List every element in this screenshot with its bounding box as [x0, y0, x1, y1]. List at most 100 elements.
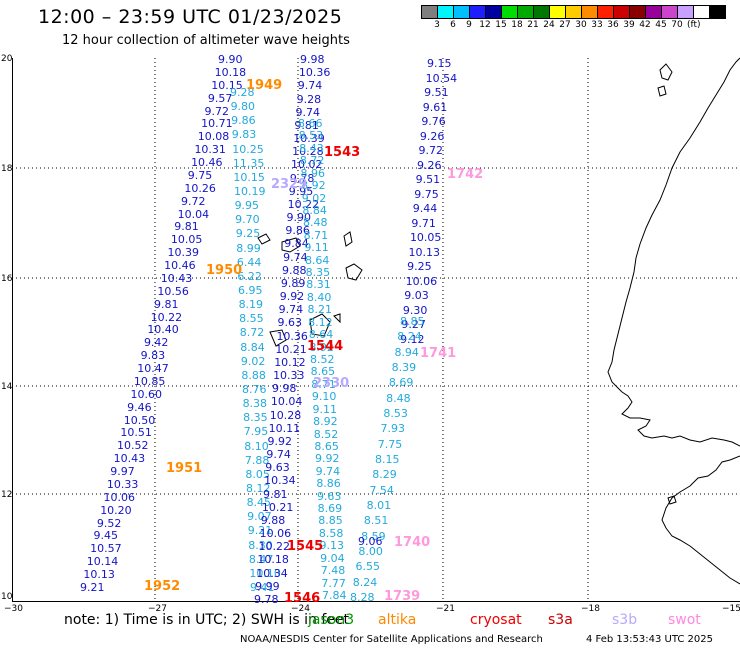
island-bijagos	[667, 495, 677, 505]
lat-tick-18: 18	[1, 164, 13, 174]
wave-height-value: 8.59	[361, 529, 386, 543]
wave-height-value: 8.85	[318, 514, 343, 528]
wave-height-value: 8.52	[313, 427, 339, 441]
legend-label: 15	[495, 20, 507, 30]
wave-height-value: 8.19	[238, 298, 264, 312]
lat-tick-20: 20	[1, 54, 13, 64]
wave-height-value: 9.51	[415, 173, 441, 187]
wave-height-value: 8.00	[358, 545, 383, 558]
wave-height-value: 8.85	[400, 315, 425, 328]
map-frame	[12, 58, 740, 602]
legend-label: 30	[575, 20, 587, 30]
wave-height-value: 8.66	[298, 117, 323, 130]
wave-height-value: 8.76	[242, 383, 267, 396]
wave-height-value: 8.12	[246, 482, 271, 495]
island-cape-verde-5	[309, 313, 331, 337]
wave-height-value: 9.44	[412, 202, 438, 216]
wave-height-value: 8.96	[300, 166, 326, 180]
generated-timestamp: 4 Feb 13:53:43 UTC 2025	[586, 634, 713, 645]
wave-height-value: 9.74	[266, 448, 291, 462]
wave-height-value: 9.30	[402, 303, 428, 317]
wave-height-value: 9.75	[414, 187, 439, 201]
wave-height-value: 10.19	[234, 185, 266, 198]
wave-height-value: 9.41	[250, 581, 275, 594]
wave-height-value: 10.04	[270, 395, 303, 409]
wave-height-value: 6.95	[238, 284, 263, 297]
wave-height-value: 10.36	[276, 329, 308, 343]
pass-label-1742: 1742	[447, 167, 484, 182]
wave-height-value: 10.05	[170, 233, 203, 247]
wave-height-value: 8.92	[313, 415, 338, 429]
page-title: 12:00 – 23:59 UTC 01/23/2025	[38, 6, 343, 28]
wave-height-value: 9.75	[187, 168, 213, 182]
sat-label-s3b: s3b	[612, 612, 638, 628]
wave-height-value: 10.50	[123, 413, 156, 427]
island-cape-verde-1	[257, 233, 271, 245]
wave-height-value: 10.33	[106, 477, 139, 491]
credit-line: NOAA/NESDIS Center for Satellite Applica…	[240, 634, 543, 645]
lon-tick-minus24: −24	[291, 604, 310, 614]
wave-height-value: 9.78	[254, 593, 279, 606]
wave-height-value: 10.18	[214, 65, 247, 79]
wave-height-value: 10.71	[201, 117, 233, 131]
wave-height-value: 9.89	[280, 276, 306, 290]
wave-height-value: 11.35	[232, 156, 265, 170]
pass-label-1545: 1545	[287, 539, 324, 554]
wave-height-value: 10.02	[291, 158, 323, 172]
wave-height-value: 10.13	[408, 245, 441, 259]
graticule	[12, 58, 740, 602]
wave-height-value: 9.52	[96, 516, 122, 530]
wave-height-value: 8.01	[366, 499, 392, 512]
wave-height-value: 8.69	[388, 376, 414, 390]
wave-height-value: 9.11	[312, 402, 338, 416]
wave-height-value: 9.81	[294, 118, 319, 132]
wave-height-value: 9.72	[418, 144, 443, 158]
wave-height-value: 8.88	[241, 368, 266, 382]
island-cape-verde-3	[343, 231, 353, 247]
wave-height-value: 9.02	[301, 191, 327, 205]
wave-height-value: 9.88	[260, 513, 286, 527]
wave-height-value: 8.43	[299, 141, 324, 155]
wave-height-value: 8.84	[240, 340, 265, 354]
legend-label: 45	[655, 20, 667, 30]
wave-height-value: 9.26	[419, 129, 445, 143]
wave-height-value: 7.75	[377, 437, 403, 451]
wave-height-value: 10.05	[409, 231, 442, 245]
wave-height-value: 9.21	[80, 581, 105, 594]
wave-height-value: 8.45	[246, 496, 272, 510]
coastline	[257, 57, 740, 585]
lon-tick-minus18: −18	[581, 604, 600, 614]
wave-height-value: 9.45	[93, 529, 118, 543]
wave-height-value: 9.63	[316, 489, 342, 503]
legend-label: 18	[511, 20, 523, 30]
wave-height-value: 9.97	[110, 465, 135, 479]
wave-height-value: 8.15	[375, 453, 400, 466]
wave-height-value: 9.81	[262, 487, 288, 501]
wave-height-value: 8.92	[301, 179, 326, 193]
legend-label: 12	[479, 20, 491, 30]
wave-height-value: 8.86	[316, 477, 341, 491]
wave-height-value: 6.55	[355, 560, 381, 574]
wave-height-value: 10.52	[117, 439, 149, 453]
legend-label: 24	[543, 20, 555, 30]
wave-height-value: 9.42	[143, 336, 169, 350]
legend-label: 33	[591, 20, 603, 30]
pass-label-1546: 1546	[284, 591, 321, 606]
legend-label: 21	[527, 20, 539, 30]
wave-height-value: 10.46	[191, 156, 223, 170]
wave-height-value: 9.98	[271, 382, 297, 396]
wave-height-value: 8.39	[391, 361, 417, 374]
pass-label-1951: 1951	[166, 461, 203, 476]
wave-height-value: 10.33	[273, 369, 305, 383]
wave-height-value: 10.43	[160, 271, 193, 285]
wave-height-value: 10.15	[211, 78, 243, 92]
wave-height-value: 10.39	[293, 132, 325, 146]
legend-label: 42	[639, 20, 651, 30]
wave-height-value: 9.27	[401, 318, 426, 332]
island-coast-b	[657, 85, 667, 97]
island-cape-verde-4	[345, 263, 363, 281]
wave-height-value: 10.21	[261, 500, 294, 514]
wave-height-value: 7.48	[320, 564, 346, 578]
wave-height-value: 8.69	[317, 502, 343, 516]
legend-label: 36	[607, 20, 619, 30]
